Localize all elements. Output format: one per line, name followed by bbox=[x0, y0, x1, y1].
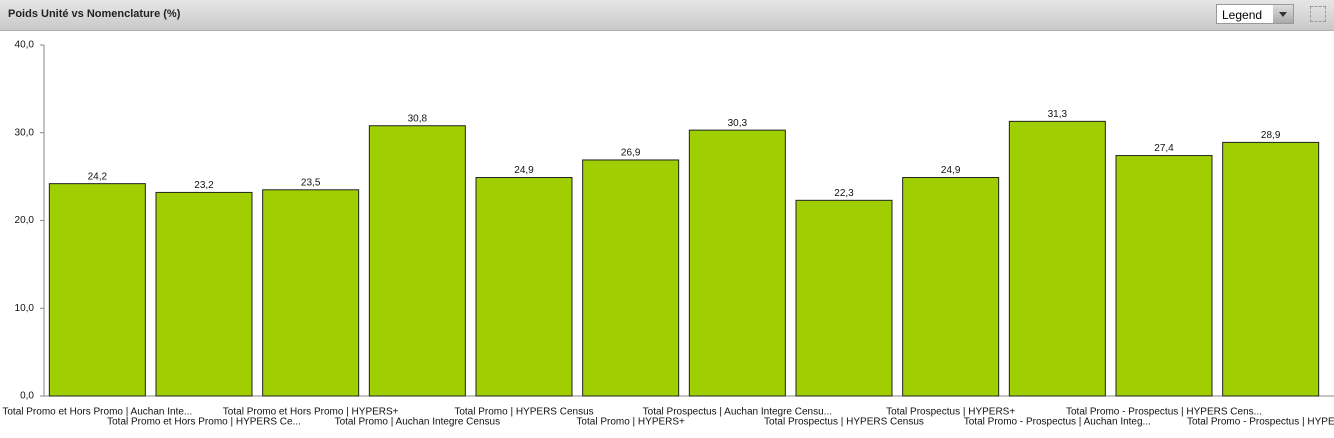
y-tick-label: 0,0 bbox=[20, 391, 34, 402]
bar bbox=[688, 129, 786, 397]
value-label: 27,4 bbox=[1154, 143, 1174, 154]
x-tick-label: Total Promo - Prospectus | Auchan Integ.… bbox=[964, 417, 1151, 428]
x-tick-label: Total Promo et Hors Promo | Auchan Inte.… bbox=[2, 407, 192, 418]
value-label: 31,3 bbox=[1048, 109, 1068, 120]
value-label: 24,9 bbox=[941, 165, 961, 176]
x-tick-label: Total Prospectus | HYPERS Census bbox=[764, 417, 924, 428]
bar bbox=[795, 199, 893, 397]
y-tick-label: 30,0 bbox=[15, 127, 35, 138]
bar bbox=[475, 177, 573, 397]
bar bbox=[262, 189, 360, 397]
bar bbox=[1115, 155, 1213, 397]
value-label: 23,5 bbox=[301, 177, 321, 188]
chart: 0,0 10,0 20,0 30,0 40,0 24,2 Total Promo et Ho… bbox=[2, 40, 1334, 428]
bar bbox=[902, 177, 1000, 397]
x-tick-label: Total Promo et Hors Promo | HYPERS Ce... bbox=[107, 417, 301, 428]
value-label: 30,3 bbox=[728, 118, 748, 129]
value-label: 22,3 bbox=[834, 188, 854, 199]
y-tick-label: 20,0 bbox=[15, 215, 35, 226]
bar bbox=[48, 183, 146, 397]
x-tick-label: Total Promo | HYPERS Census bbox=[454, 407, 593, 418]
bar bbox=[582, 159, 680, 397]
bar bbox=[155, 191, 253, 397]
value-label: 26,9 bbox=[621, 148, 641, 159]
x-tick-label: Total Promo - Prospectus | HYPERS+ bbox=[1187, 417, 1334, 428]
x-tick-label: Total Promo et Hors Promo | HYPERS+ bbox=[223, 407, 399, 418]
legend-label: Legend bbox=[1222, 8, 1263, 22]
x-tick-label: Total Prospectus | Auchan Integre Censu.… bbox=[643, 407, 832, 418]
panel-title: Poids Unité vs Nomenclature (%) bbox=[8, 8, 181, 20]
bar bbox=[368, 125, 466, 397]
y-tick-label: 10,0 bbox=[15, 303, 35, 314]
value-label: 24,9 bbox=[514, 165, 534, 176]
value-label: 30,8 bbox=[408, 113, 428, 124]
panel-header: Poids Unité vs Nomenclature (%) Legend bbox=[0, 0, 1334, 31]
bar bbox=[1008, 120, 1106, 397]
bar bbox=[1222, 141, 1320, 397]
value-label: 28,9 bbox=[1261, 130, 1281, 141]
expand-button[interactable] bbox=[1310, 6, 1326, 22]
legend-dropdown[interactable]: Legend bbox=[1216, 4, 1294, 24]
x-tick-label: Total Prospectus | HYPERS+ bbox=[886, 407, 1015, 418]
y-tick-label: 40,0 bbox=[15, 40, 35, 51]
x-tick-label: Total Promo | Auchan Integre Census bbox=[335, 417, 500, 428]
value-label: 24,2 bbox=[88, 171, 108, 182]
x-tick-label: Total Promo | HYPERS+ bbox=[576, 417, 685, 428]
value-label: 23,2 bbox=[194, 180, 214, 191]
dropdown-arrow bbox=[1273, 5, 1293, 23]
x-tick-label: Total Promo - Prospectus | HYPERS Cens..… bbox=[1066, 407, 1262, 418]
